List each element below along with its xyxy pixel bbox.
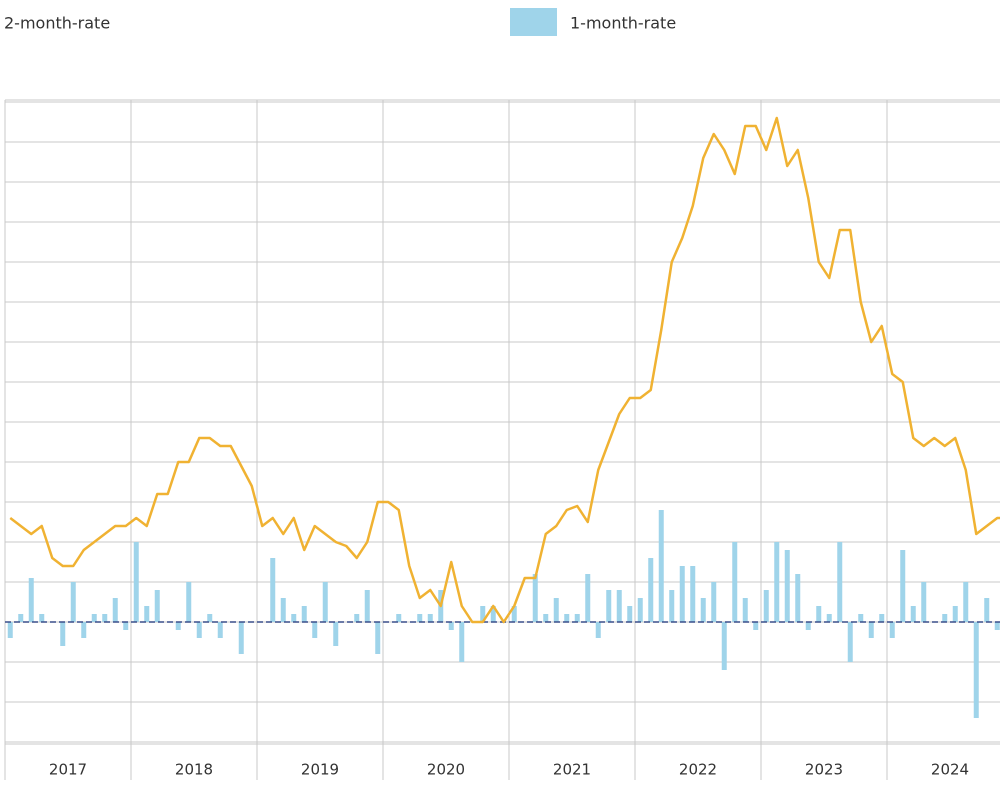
bar <box>133 542 139 622</box>
bar <box>690 566 696 622</box>
bar <box>60 622 66 646</box>
bar <box>123 622 129 630</box>
bar <box>732 542 738 622</box>
bar <box>973 622 979 718</box>
bar <box>270 558 276 622</box>
bar <box>448 622 454 630</box>
bar <box>207 614 213 622</box>
bar <box>711 582 717 622</box>
legend-swatch <box>510 8 557 36</box>
bar <box>375 622 381 654</box>
bar <box>585 574 591 622</box>
bar <box>280 598 286 622</box>
bar <box>679 566 685 622</box>
bar <box>417 614 423 622</box>
bar <box>112 598 118 622</box>
legend-label: 1-month-rate <box>570 14 676 33</box>
bar <box>28 578 34 622</box>
bar <box>144 606 150 622</box>
bar <box>543 614 549 622</box>
bar <box>606 590 612 622</box>
bar <box>396 614 402 622</box>
bar <box>217 622 223 638</box>
bar <box>291 614 297 622</box>
bar <box>868 622 874 638</box>
bar <box>847 622 853 662</box>
bar <box>532 574 538 622</box>
bar <box>312 622 318 638</box>
bar <box>7 622 13 638</box>
bar <box>459 622 465 662</box>
bar <box>154 590 160 622</box>
bar <box>175 622 181 630</box>
x-tick-label: 2022 <box>679 761 717 779</box>
bar <box>238 622 244 654</box>
bar <box>322 582 328 622</box>
bar <box>18 614 24 622</box>
bar <box>942 614 948 622</box>
bar <box>700 598 706 622</box>
bar <box>102 614 108 622</box>
bar <box>186 582 192 622</box>
bar <box>480 606 486 622</box>
x-tick-label: 2023 <box>805 761 843 779</box>
bar <box>795 574 801 622</box>
x-tick-label: 2020 <box>427 761 465 779</box>
bar <box>784 550 790 622</box>
bar <box>637 598 643 622</box>
bar <box>490 606 496 622</box>
legend-label: 2-month-rate <box>4 14 110 33</box>
bar <box>658 510 664 622</box>
bar <box>921 582 927 622</box>
bar <box>753 622 759 630</box>
bar <box>826 614 832 622</box>
x-tick-label: 2017 <box>49 761 87 779</box>
bar <box>648 558 654 622</box>
bar <box>816 606 822 622</box>
bar <box>963 582 969 622</box>
bar <box>553 598 559 622</box>
bar <box>805 622 811 630</box>
bar <box>511 606 517 622</box>
bar <box>616 590 622 622</box>
bar <box>742 598 748 622</box>
bar <box>354 614 360 622</box>
bar <box>910 606 916 622</box>
bar <box>984 598 990 622</box>
bar <box>364 590 370 622</box>
bar <box>900 550 906 622</box>
bar <box>333 622 339 646</box>
bar <box>196 622 202 638</box>
x-tick-label: 2021 <box>553 761 591 779</box>
x-tick-label: 2019 <box>301 761 339 779</box>
bar <box>574 614 580 622</box>
bar <box>81 622 87 638</box>
bar <box>952 606 958 622</box>
bar <box>427 614 433 622</box>
bar <box>994 622 1000 630</box>
line <box>9 116 1000 624</box>
bar <box>301 606 307 622</box>
bar <box>879 614 885 622</box>
bar <box>627 606 633 622</box>
bar <box>763 590 769 622</box>
bar <box>837 542 843 622</box>
x-tick-label: 2024 <box>931 761 969 779</box>
bar <box>91 614 97 622</box>
bar <box>721 622 727 670</box>
bar <box>669 590 675 622</box>
x-tick-label: 2018 <box>175 761 213 779</box>
bar <box>858 614 864 622</box>
bar <box>774 542 780 622</box>
bar <box>595 622 601 638</box>
bar <box>889 622 895 638</box>
bar <box>564 614 570 622</box>
bar <box>70 582 76 622</box>
bar <box>39 614 45 622</box>
